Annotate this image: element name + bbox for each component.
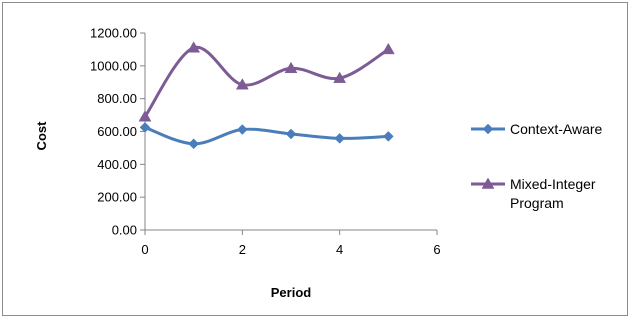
x-tick-label: 6 [433, 242, 440, 257]
y-tick-label: 600.00 [97, 124, 137, 139]
y-tick-label: 400.00 [97, 157, 137, 172]
y-axis-title: Cost [34, 121, 49, 151]
data-point-context-aware [139, 122, 151, 133]
legend-label-mixed-integer-program: Program [510, 195, 564, 211]
y-tick-label: 800.00 [97, 91, 137, 106]
data-point-context-aware [334, 133, 346, 144]
legend-label-context-aware: Context-Aware [510, 121, 603, 137]
legend-item-context-aware: Context-Aware [471, 121, 603, 137]
data-point-mixed-integer-program [138, 110, 152, 122]
x-tick-label: 2 [239, 242, 246, 257]
x-tick-label: 0 [141, 242, 148, 257]
legend-label-mixed-integer-program: Mixed-Integer [510, 176, 596, 192]
series-line-context-aware [143, 125, 390, 146]
data-point-mixed-integer-program [284, 61, 298, 74]
data-point-context-aware [236, 124, 248, 135]
x-axis-title: Period [271, 285, 312, 300]
series-context-aware [139, 122, 394, 150]
data-point-mixed-integer-program [333, 71, 347, 83]
y-tick-label: 200.00 [97, 190, 137, 205]
data-point-context-aware [382, 131, 394, 142]
chart-frame: Cost Period 0.00 200.00 400.00 600.00 800.00… [2, 2, 628, 316]
data-point-mixed-integer-program [187, 41, 201, 53]
y-tick-label: 1200.00 [90, 26, 137, 41]
y-tick-label: 1000.00 [90, 58, 137, 73]
data-point-context-aware [285, 128, 297, 140]
cost-by-period-chart: Cost Period 0.00 200.00 400.00 600.00 800.00… [34, 26, 603, 301]
series-mixed-integer-program [138, 41, 395, 122]
data-point-mixed-integer-program [235, 78, 249, 90]
series-line-mixed-integer-program [143, 46, 390, 119]
legend-item-mixed-integer-program: Mixed-Integer Program [471, 176, 596, 211]
legend-marker-context-aware [482, 123, 494, 135]
data-point-context-aware [188, 138, 200, 150]
x-tick-label: 4 [336, 242, 343, 257]
data-point-mixed-integer-program [381, 42, 395, 55]
legend-marker-mixed-integer-program [481, 177, 495, 189]
y-tick-label: 0.00 [112, 223, 137, 238]
